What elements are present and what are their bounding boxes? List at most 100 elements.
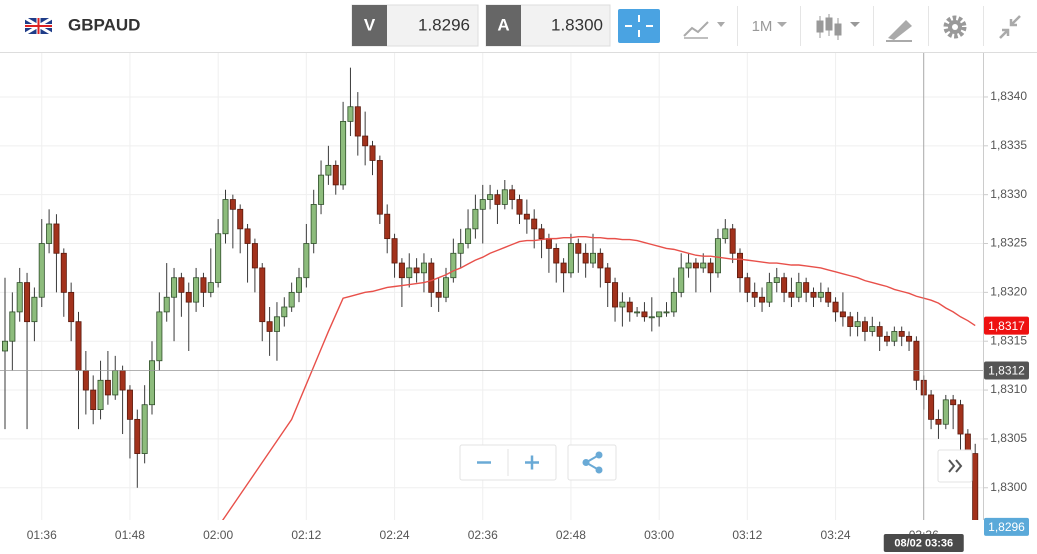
y-tick-label: 1,8305 xyxy=(990,431,1027,445)
bid-tag xyxy=(352,5,387,46)
candle-body xyxy=(898,331,905,337)
crosshair-price-badge-label: 1,8312 xyxy=(988,364,1025,378)
candle-body xyxy=(501,189,508,205)
candle-body xyxy=(670,291,677,313)
candle-body xyxy=(722,228,729,240)
candle-body xyxy=(340,120,347,186)
candle-body xyxy=(428,262,435,293)
candle-body xyxy=(171,277,178,298)
crosshair-button[interactable] xyxy=(618,9,660,43)
candle-body xyxy=(185,291,192,303)
zoom-in-button[interactable] xyxy=(525,455,539,470)
candle-body xyxy=(200,277,207,293)
candle-body xyxy=(273,316,280,332)
candle-body xyxy=(560,262,567,274)
y-tick-label: 1,8315 xyxy=(990,333,1027,347)
timeframe-button[interactable]: 1M xyxy=(752,18,773,35)
candle-body xyxy=(928,394,935,420)
candle-body xyxy=(435,291,442,298)
candle-body xyxy=(663,311,670,314)
candle-body xyxy=(369,145,376,161)
candle-body xyxy=(207,282,214,293)
crosshair-time-label: 08/02 03:36 xyxy=(894,537,953,549)
candle-body xyxy=(700,262,707,269)
x-tick-label: 02:24 xyxy=(380,528,410,542)
candle-body xyxy=(854,321,861,327)
candle-body xyxy=(450,252,457,279)
candle-body xyxy=(494,194,501,205)
candle-body xyxy=(942,399,949,425)
collapse-button[interactable] xyxy=(999,15,1021,39)
x-tick-label: 01:36 xyxy=(27,528,57,542)
candle-body xyxy=(148,360,155,406)
candle-body xyxy=(869,326,876,332)
settings-button[interactable] xyxy=(943,15,967,39)
candle-body xyxy=(972,453,979,520)
candle-body xyxy=(803,282,810,293)
candle-body xyxy=(766,282,773,303)
candle-body xyxy=(553,247,560,264)
candle-body xyxy=(597,252,604,269)
candle-body xyxy=(398,262,405,279)
candle-body xyxy=(332,164,339,186)
last-price-badge-label: 1,8296 xyxy=(988,520,1025,534)
candle-body xyxy=(861,321,868,332)
candle-body xyxy=(744,277,751,293)
x-tick-label: 03:00 xyxy=(644,528,674,542)
x-tick-label: 02:48 xyxy=(556,528,586,542)
x-tick-label: 03:24 xyxy=(821,528,851,542)
candle-body xyxy=(737,252,744,279)
candle-body xyxy=(141,404,148,454)
candle-body xyxy=(648,316,655,319)
candle-body xyxy=(222,199,229,235)
candle-body xyxy=(692,262,699,269)
ask-tag xyxy=(486,5,521,46)
draw-button[interactable] xyxy=(886,20,912,42)
candle-body xyxy=(31,296,38,323)
ask-label: A xyxy=(497,15,509,34)
candle-body xyxy=(707,262,714,274)
candle-body xyxy=(362,135,369,147)
candle-body xyxy=(266,321,273,332)
candle-body xyxy=(479,199,486,210)
candle-body xyxy=(82,370,89,391)
ask-price: 1.8300 xyxy=(551,15,603,34)
candle-body xyxy=(2,340,8,352)
candle-body xyxy=(634,311,641,314)
candle-body xyxy=(457,243,464,254)
y-tick-label: 1,8320 xyxy=(990,285,1027,299)
candle-body xyxy=(384,213,391,240)
candle-body xyxy=(53,223,60,254)
candle-body xyxy=(935,418,942,425)
candle-body xyxy=(310,204,317,244)
candle-body xyxy=(575,243,582,254)
scroll-right-button[interactable] xyxy=(937,449,973,483)
line-value-badge xyxy=(984,316,1029,335)
candle-body xyxy=(612,282,619,308)
chart-type-button[interactable] xyxy=(683,21,725,39)
candle-body xyxy=(759,296,766,303)
candle-body xyxy=(193,277,200,303)
candle-body xyxy=(24,282,31,323)
candle-body xyxy=(729,228,736,254)
candle-body xyxy=(810,291,817,298)
candle-body xyxy=(420,262,427,274)
candle-body xyxy=(354,106,361,137)
candle-body xyxy=(347,106,354,122)
candle-body xyxy=(244,228,251,244)
candle-body xyxy=(259,267,266,323)
candle-body xyxy=(751,291,758,298)
share-button[interactable] xyxy=(567,444,617,481)
candle-body xyxy=(876,326,883,337)
crosshair-price-badge xyxy=(984,361,1029,380)
candle-body xyxy=(178,277,185,293)
crosshair-time-badge xyxy=(883,534,964,552)
last-price-badge xyxy=(984,517,1029,536)
candle-body xyxy=(906,335,913,342)
candle-body xyxy=(817,291,824,298)
candle-body xyxy=(38,243,45,298)
candle-body xyxy=(516,199,523,215)
candle-body xyxy=(288,291,295,308)
candle-style-button[interactable] xyxy=(816,14,860,40)
